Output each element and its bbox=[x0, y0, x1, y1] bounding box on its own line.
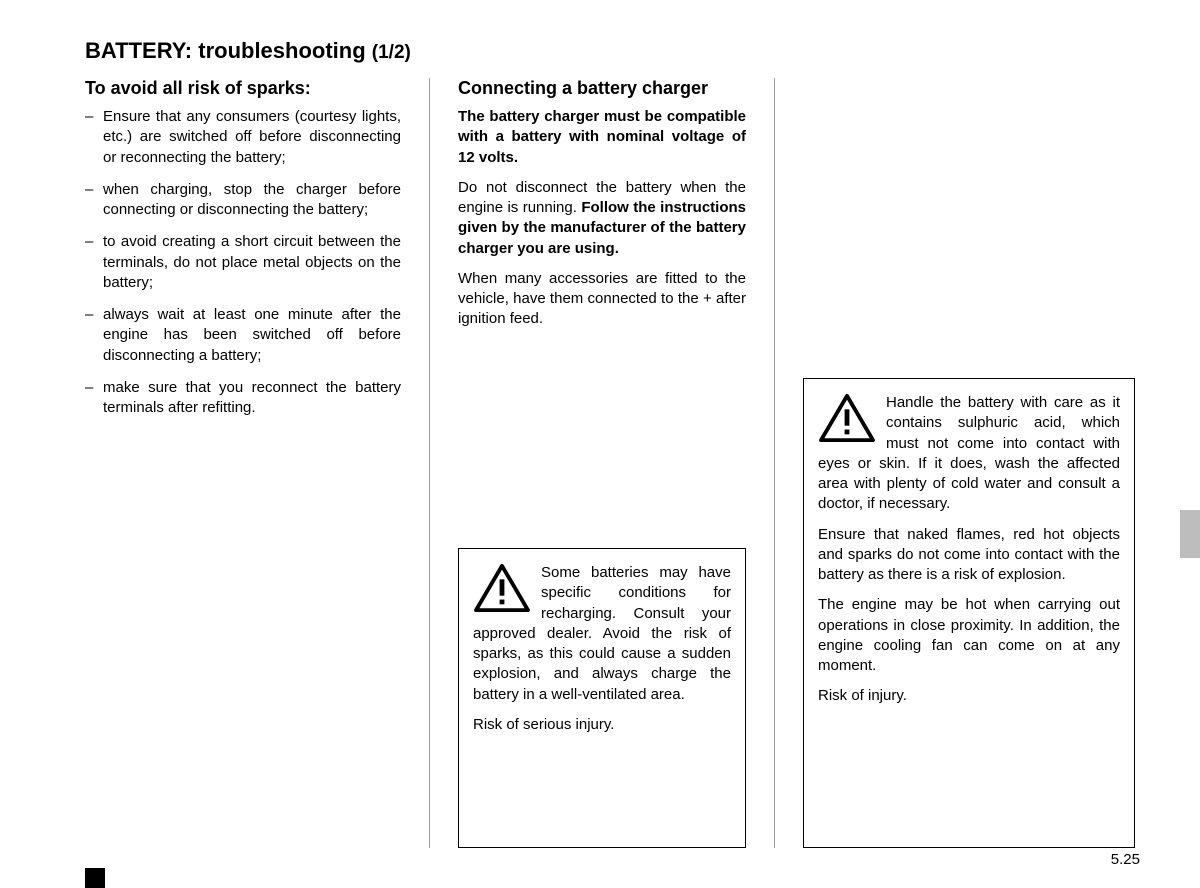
col1-heading: To avoid all risk of sparks: bbox=[85, 78, 401, 99]
footer-mark bbox=[85, 868, 105, 888]
warning-text: Risk of injury. bbox=[818, 686, 1120, 706]
col2-heading: Connecting a battery charger bbox=[458, 78, 746, 99]
column-3: Handle the battery with care as it conta… bbox=[775, 78, 1135, 848]
list-item: Ensure that any consumers (courtesy ligh… bbox=[85, 107, 401, 168]
warning-text: The engine may be hot when carrying out … bbox=[818, 595, 1120, 676]
warning-icon bbox=[473, 563, 531, 613]
col2-p1: The battery charger must be compatible w… bbox=[458, 107, 746, 168]
columns: To avoid all risk of sparks: Ensure that… bbox=[85, 78, 1140, 848]
warning-text: Ensure that naked flames, red hot object… bbox=[818, 525, 1120, 586]
page-title: BATTERY: troubleshooting (1/2) bbox=[85, 38, 1140, 64]
title-sub: (1/2) bbox=[372, 42, 411, 63]
col2-p3: When many accessories are fitted to the … bbox=[458, 269, 746, 330]
warning-box-recharge: Some batteries may have specific conditi… bbox=[458, 548, 746, 848]
warning-icon bbox=[818, 393, 876, 443]
list-item: when charging, stop the charger before c… bbox=[85, 180, 401, 221]
list-item: to avoid creating a short circuit betwee… bbox=[85, 232, 401, 293]
warning-box-safety: Handle the battery with care as it conta… bbox=[803, 378, 1135, 848]
warning-text: Risk of serious injury. bbox=[473, 715, 731, 735]
title-main: BATTERY: troubleshooting bbox=[85, 38, 372, 63]
manual-page: BATTERY: troubleshooting (1/2) To avoid … bbox=[0, 0, 1200, 888]
list-item: make sure that you reconnect the battery… bbox=[85, 378, 401, 419]
col2-p2: Do not disconnect the battery when the e… bbox=[458, 178, 746, 259]
col1-list: Ensure that any consumers (courtesy ligh… bbox=[85, 107, 401, 418]
column-1: To avoid all risk of sparks: Ensure that… bbox=[85, 78, 430, 848]
list-item: always wait at least one minute after th… bbox=[85, 305, 401, 366]
side-tab bbox=[1180, 510, 1200, 558]
page-number: 5.25 bbox=[1111, 851, 1140, 868]
column-2: Connecting a battery charger The battery… bbox=[430, 78, 775, 848]
